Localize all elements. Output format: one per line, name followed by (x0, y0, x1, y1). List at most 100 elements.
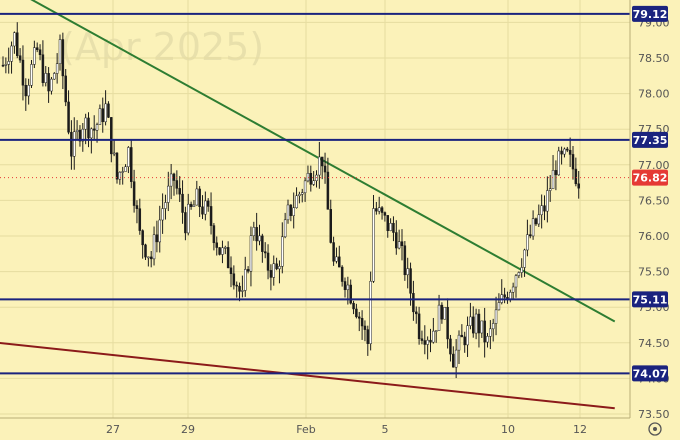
candle-body (511, 286, 515, 293)
candle-body (517, 272, 521, 276)
candle-body (195, 188, 199, 206)
candle-body (320, 156, 324, 167)
candle-body (409, 268, 412, 294)
candle-body (380, 207, 384, 213)
candle-body (175, 180, 179, 189)
level-label: 74.07 (633, 367, 668, 380)
candle-body (224, 247, 227, 249)
candle-body (449, 338, 452, 355)
candle-body (41, 54, 45, 83)
candle-body (192, 204, 196, 207)
candle-body (38, 49, 42, 56)
x-tick-label: 29 (181, 423, 195, 436)
candle-body (454, 349, 458, 368)
candle-body (355, 308, 358, 318)
candle-body (75, 129, 79, 133)
candle-body (326, 171, 330, 210)
candle-body (201, 206, 204, 215)
candle-body (235, 284, 238, 287)
candle-body (343, 281, 347, 291)
candle-body (301, 192, 304, 195)
candle-body (272, 263, 275, 278)
level-label: 79.12 (633, 8, 668, 21)
candle-body (178, 188, 181, 195)
candle-body (209, 206, 213, 226)
candle-body (206, 200, 210, 207)
level-label-box (632, 365, 668, 382)
candle-body (241, 290, 244, 292)
candle-body (469, 316, 472, 326)
candle-body (460, 334, 464, 338)
y-tick-label: 76.00 (638, 230, 670, 243)
level-label-box (632, 291, 668, 308)
candle-body (10, 45, 13, 62)
candle-body (212, 225, 216, 244)
candle-body (420, 338, 424, 341)
candle-body (537, 214, 541, 225)
candle-body (64, 75, 67, 103)
candle-body (252, 227, 256, 237)
candle-body (158, 219, 161, 243)
watermark-text: (Apr 2025) (60, 25, 264, 69)
candle-body (278, 266, 281, 270)
candle-body (403, 245, 407, 276)
candle-body (261, 235, 264, 252)
candle-body (335, 256, 338, 262)
candle-body (92, 128, 96, 131)
candle-body (161, 208, 164, 221)
level-label-box (632, 5, 668, 22)
candle-body (477, 313, 481, 334)
candle-body (55, 63, 59, 74)
candle-body (352, 302, 355, 310)
candle-body (489, 328, 492, 337)
candle-body (16, 32, 19, 56)
candle-body (358, 316, 361, 319)
candle-body (534, 218, 538, 225)
candle-body (466, 325, 469, 346)
green-trend-line[interactable] (2, 0, 616, 323)
candle-body (35, 47, 39, 50)
candle-body (554, 170, 558, 176)
candle-body (218, 247, 221, 255)
candle-body (303, 180, 307, 193)
candle-body (1, 64, 5, 67)
candle-body (340, 266, 344, 282)
candle-body (110, 117, 113, 155)
candle-body (232, 273, 236, 286)
candle-body (446, 306, 449, 340)
candle-body (164, 202, 167, 209)
candle-body (152, 234, 156, 260)
candle-body (309, 172, 313, 185)
candle-body (98, 108, 102, 125)
candle-body (44, 73, 47, 83)
last-price-label-box (632, 169, 668, 186)
settings-icon[interactable] (648, 422, 662, 436)
candle-body (58, 39, 62, 64)
candle-body (263, 251, 267, 254)
y-tick-label: 74.50 (638, 337, 670, 350)
y-tick-label: 78.00 (638, 88, 670, 101)
candle-body (244, 269, 247, 291)
candle-body (121, 171, 124, 173)
candle-body (226, 247, 230, 269)
candle-body (483, 320, 486, 343)
candle-body (318, 156, 321, 176)
candle-body (440, 304, 444, 320)
candle-body (372, 208, 375, 282)
candle-body (283, 219, 287, 238)
candle-body (33, 47, 36, 65)
candle-body (563, 148, 566, 155)
candle-body (520, 267, 523, 273)
candle-body (167, 185, 170, 203)
candle-body (523, 249, 526, 268)
candle-body (221, 247, 224, 255)
candle-body (147, 256, 150, 259)
red-trend-line[interactable] (0, 336, 615, 410)
candle-body (61, 39, 65, 77)
candle-body (255, 227, 258, 242)
candle-body (292, 207, 295, 216)
candle-body (417, 313, 421, 339)
candle-body (118, 171, 122, 180)
